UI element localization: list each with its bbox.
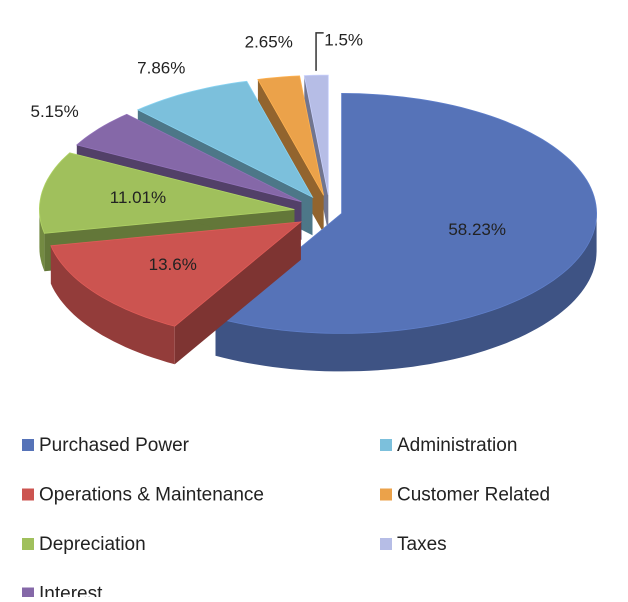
legend-swatch — [380, 488, 392, 501]
legend-label: Interest — [39, 584, 103, 597]
leader-line — [315, 32, 324, 71]
legend-label: Operations & Maintenance — [39, 485, 264, 506]
legend-label: Administration — [397, 435, 517, 456]
legend-swatch — [22, 538, 34, 550]
legend-label: Depreciation — [39, 534, 146, 555]
slice — [38, 152, 295, 234]
slice — [303, 74, 329, 196]
legend-label: Customer Related — [397, 485, 550, 506]
slice — [214, 92, 598, 372]
value-label: 5.15% — [31, 102, 79, 121]
legend-swatch — [22, 587, 34, 600]
slice — [50, 221, 303, 365]
value-label: 13.6% — [149, 255, 197, 274]
slice-side — [39, 209, 45, 272]
legend-swatch — [380, 439, 392, 451]
slice — [136, 80, 314, 199]
legend-swatch — [22, 439, 34, 451]
value-label: 1.5% — [324, 30, 363, 49]
slice-side — [215, 213, 597, 372]
legend-swatch — [22, 488, 34, 501]
legend-label: Purchased Power — [39, 435, 190, 456]
value-label: 2.65% — [245, 33, 293, 52]
value-label: 58.23% — [448, 220, 506, 239]
slice — [50, 221, 303, 327]
value-label: 7.86% — [137, 59, 185, 78]
slice — [75, 113, 302, 203]
legend-label: Taxes — [397, 534, 447, 555]
legend-swatch — [380, 538, 392, 550]
slice — [214, 92, 598, 334]
value-label: 11.01% — [110, 188, 166, 207]
slice — [257, 75, 324, 196]
slice-side — [50, 245, 175, 365]
